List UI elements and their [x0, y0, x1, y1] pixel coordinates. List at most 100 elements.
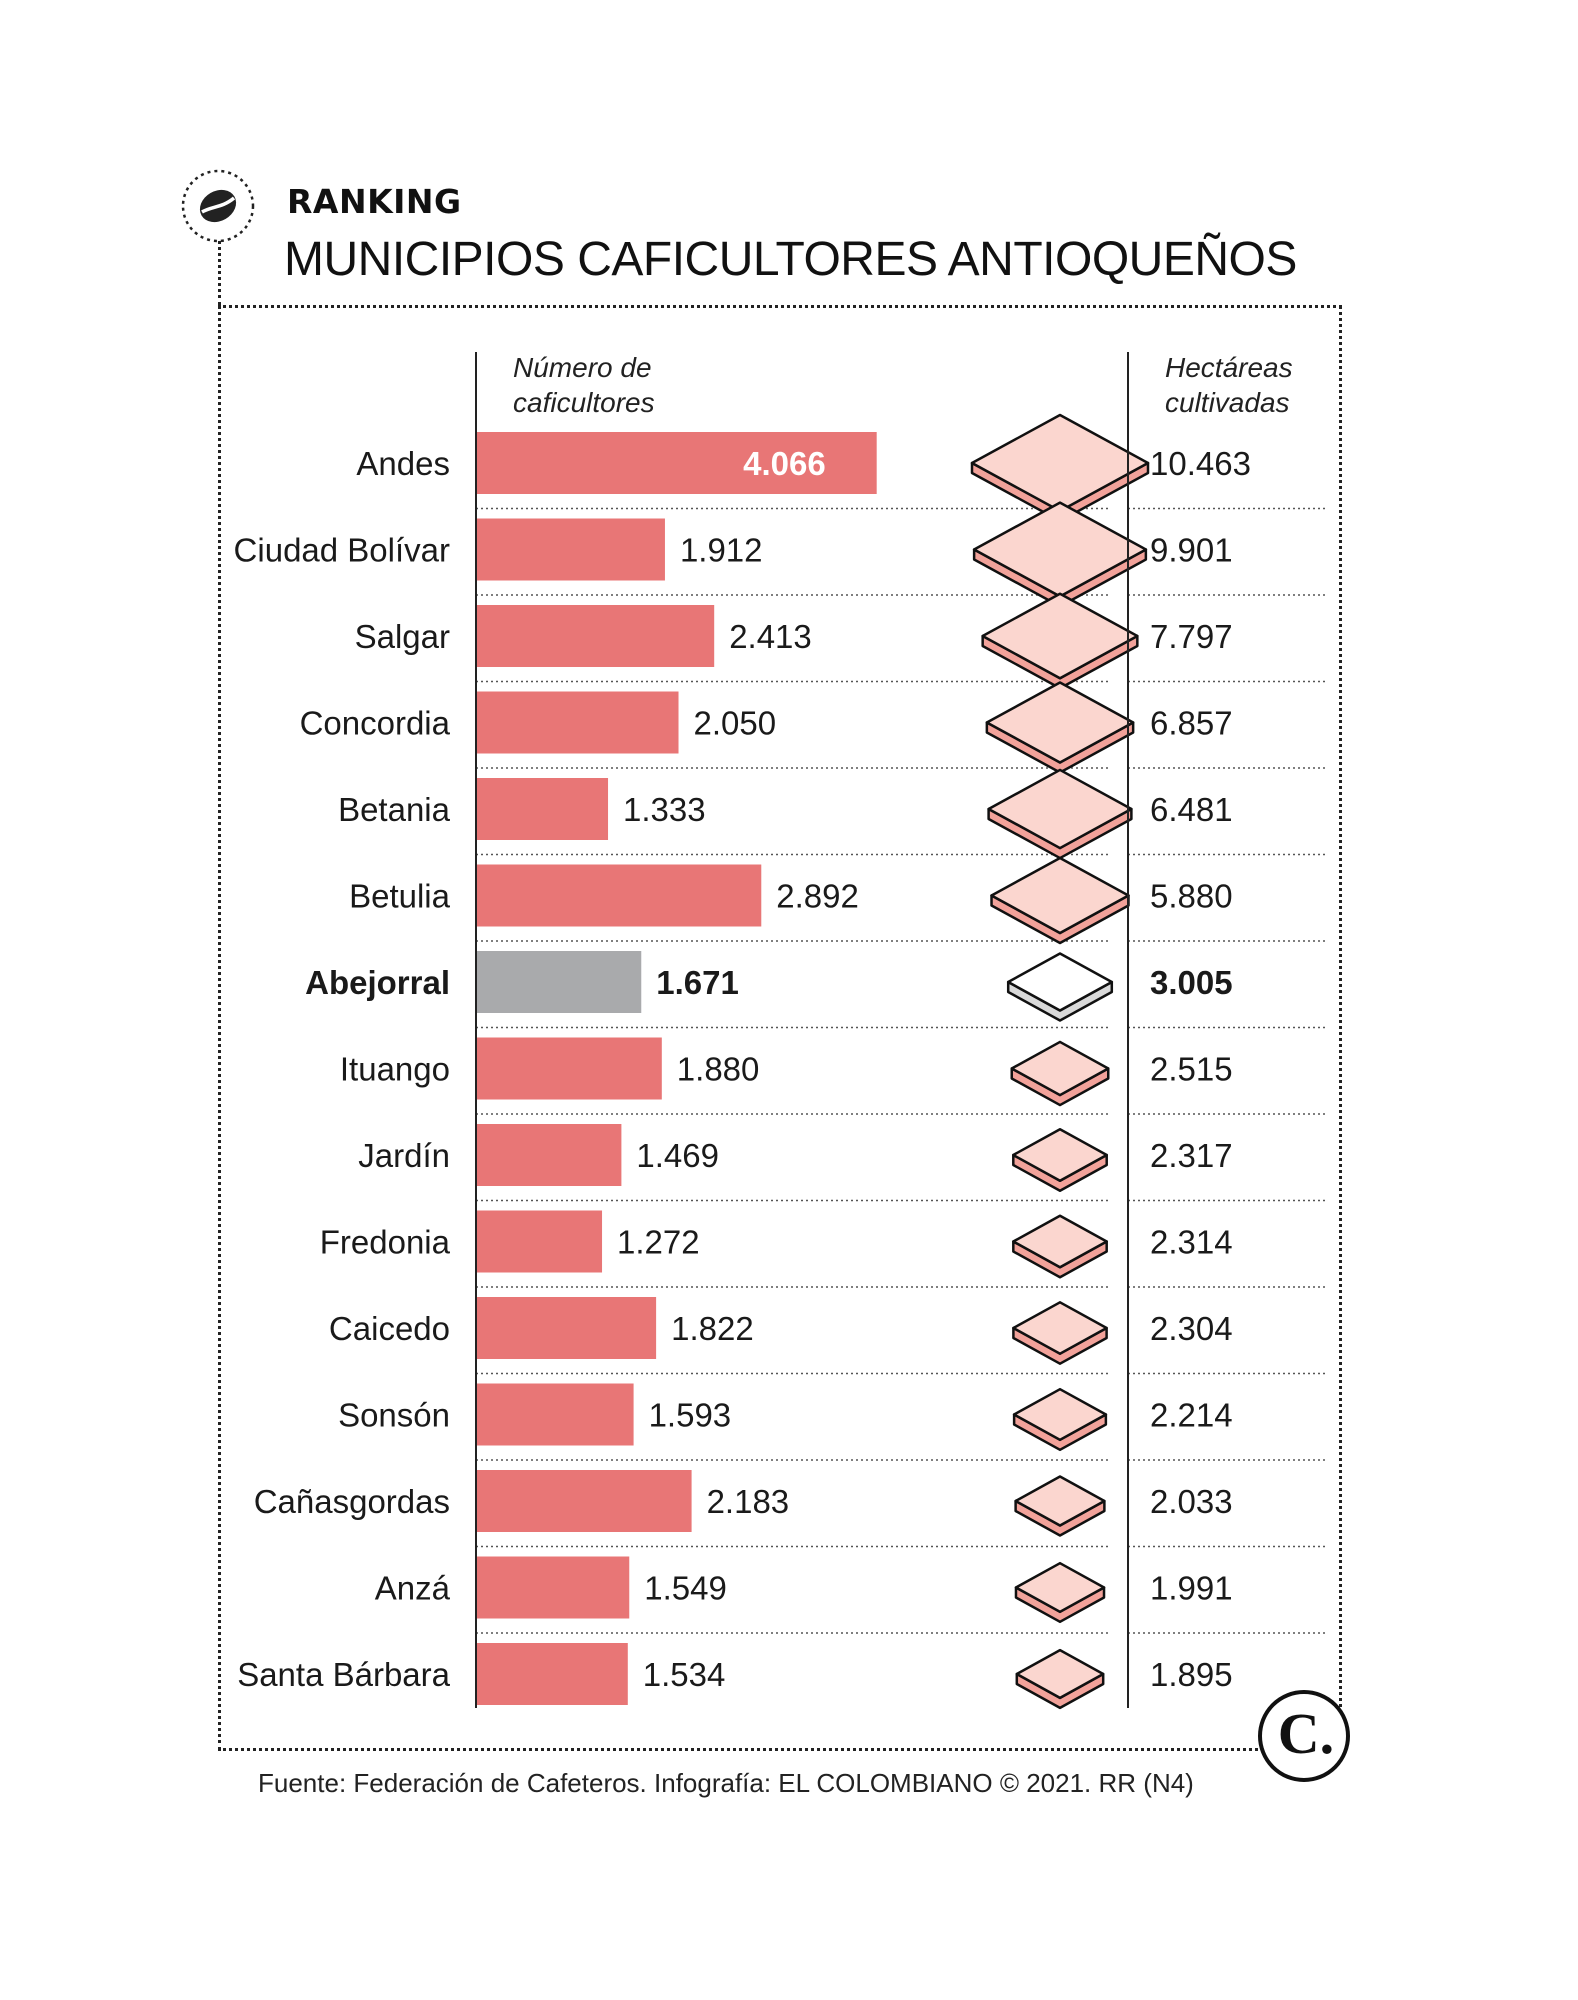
hectare-tile	[1014, 1561, 1106, 1624]
hectare-value-label: 5.880	[1150, 878, 1233, 915]
column-header-line: Número de	[513, 352, 652, 383]
bar	[477, 1383, 634, 1446]
hectare-tile	[972, 501, 1148, 608]
hectare-value-label: 1.895	[1150, 1656, 1233, 1693]
category-label: Jardín	[358, 1137, 450, 1174]
tile-top	[1006, 952, 1114, 1012]
bar	[477, 1210, 603, 1273]
bar-value-label: 1.912	[680, 532, 763, 569]
category-label: Salgar	[355, 618, 450, 655]
tile-top	[1010, 1040, 1110, 1097]
tile-top	[985, 681, 1135, 764]
tile-top	[970, 413, 1150, 513]
bar-value-label: 2.050	[694, 705, 777, 742]
category-label: Sonsón	[338, 1397, 450, 1434]
bar-value-label: 1.880	[677, 1051, 760, 1088]
category-label: Ciudad Bolívar	[234, 532, 450, 569]
hectare-tile	[981, 592, 1139, 690]
tile-top	[1012, 1127, 1108, 1183]
frame-connector	[218, 240, 221, 306]
bar	[477, 1470, 692, 1532]
bar-value-label: 1.469	[636, 1137, 719, 1174]
tile-top	[1012, 1214, 1108, 1269]
hectare-value-label: 6.857	[1150, 705, 1233, 742]
column-header-line: caficultores	[513, 387, 655, 418]
column-header-hectareas: Hectáreas cultivadas	[1165, 350, 1293, 420]
row-dividers	[476, 507, 1326, 1634]
bar-value-label: 4.066	[743, 445, 826, 482]
kicker: RANKING	[287, 182, 462, 221]
bar-value-label: 1.822	[671, 1310, 754, 1347]
hectare-value-label: 2.214	[1150, 1397, 1233, 1434]
bar	[477, 778, 609, 840]
labels: Andes 4.066 10.463 Ciudad Bolívar 1.912 9.901…	[234, 445, 1251, 1693]
category-label: Fredonia	[320, 1224, 451, 1261]
bar-value-label: 1.272	[617, 1224, 700, 1261]
category-label: Abejorral	[305, 964, 450, 1001]
hectare-tile	[1015, 1648, 1105, 1710]
hectare-value-label: 2.317	[1150, 1137, 1233, 1174]
hectare-tile	[1006, 952, 1114, 1022]
column-header-line: Hectáreas	[1165, 352, 1293, 383]
column-axes	[475, 352, 1129, 1708]
bar	[477, 951, 642, 1013]
hectare-value-label: 2.304	[1150, 1310, 1233, 1347]
tile-top	[1012, 1387, 1108, 1442]
bar-value-label: 1.549	[644, 1570, 727, 1607]
bar-value-label: 2.892	[776, 878, 859, 915]
tile-top	[1014, 1475, 1106, 1527]
el-colombiano-logo-icon: C.	[1258, 1690, 1350, 1782]
tile-top	[1014, 1561, 1106, 1614]
bar	[477, 1556, 630, 1619]
category-label: Anzá	[375, 1570, 451, 1607]
hectare-value-label: 10.463	[1150, 445, 1251, 482]
bar-value-label: 1.534	[643, 1656, 726, 1693]
chart-frame	[218, 305, 1342, 1751]
bar	[477, 1037, 662, 1100]
hectare-value-label: 1.991	[1150, 1570, 1233, 1607]
source-note: Fuente: Federación de Cafeteros. Infogra…	[258, 1768, 1194, 1798]
hectare-tile	[1012, 1214, 1108, 1279]
page-title: MUNICIPIOS CAFICULTORES ANTIOQUEÑOS	[284, 233, 1297, 286]
column-header-caficultores: Número de caficultores	[513, 350, 655, 420]
bar-value-label: 1.593	[649, 1397, 732, 1434]
tile-top	[990, 856, 1130, 935]
bars	[477, 432, 877, 1705]
category-label: Concordia	[300, 705, 451, 742]
bar	[477, 1643, 628, 1705]
hectare-value-label: 2.033	[1150, 1483, 1233, 1520]
bar-value-label: 1.671	[656, 964, 739, 1001]
category-label: Andes	[356, 445, 450, 482]
hectare-value-label: 3.005	[1150, 964, 1233, 1001]
hectare-value-label: 6.481	[1150, 791, 1233, 828]
category-label: Betania	[338, 791, 451, 828]
bar-value-label: 1.333	[623, 791, 706, 828]
bar	[477, 1297, 657, 1359]
hectare-value-label: 7.797	[1150, 618, 1233, 655]
bar	[477, 605, 715, 667]
bar	[477, 432, 877, 494]
category-label: Ituango	[340, 1051, 450, 1088]
tile-top	[981, 592, 1139, 680]
category-label: Cañasgordas	[254, 1483, 450, 1520]
brand-mark: C.	[1277, 1701, 1335, 1766]
bar	[477, 691, 679, 754]
tile-top	[1012, 1301, 1108, 1355]
bar	[477, 864, 762, 927]
hectare-tile	[1012, 1301, 1108, 1365]
bar	[477, 1124, 622, 1186]
hectare-tile	[1010, 1040, 1110, 1107]
tile-top	[972, 501, 1148, 598]
hectare-tile	[990, 856, 1130, 945]
hectare-value-label: 2.515	[1150, 1051, 1233, 1088]
hectare-tiles	[970, 413, 1150, 1710]
tile-top	[987, 768, 1133, 850]
hectare-tile	[1014, 1475, 1106, 1537]
hectare-value-label: 9.901	[1150, 532, 1233, 569]
category-label: Caicedo	[329, 1310, 450, 1347]
category-label: Santa Bárbara	[237, 1656, 450, 1693]
hectare-tile	[985, 681, 1135, 774]
hectare-tile	[1012, 1127, 1108, 1193]
